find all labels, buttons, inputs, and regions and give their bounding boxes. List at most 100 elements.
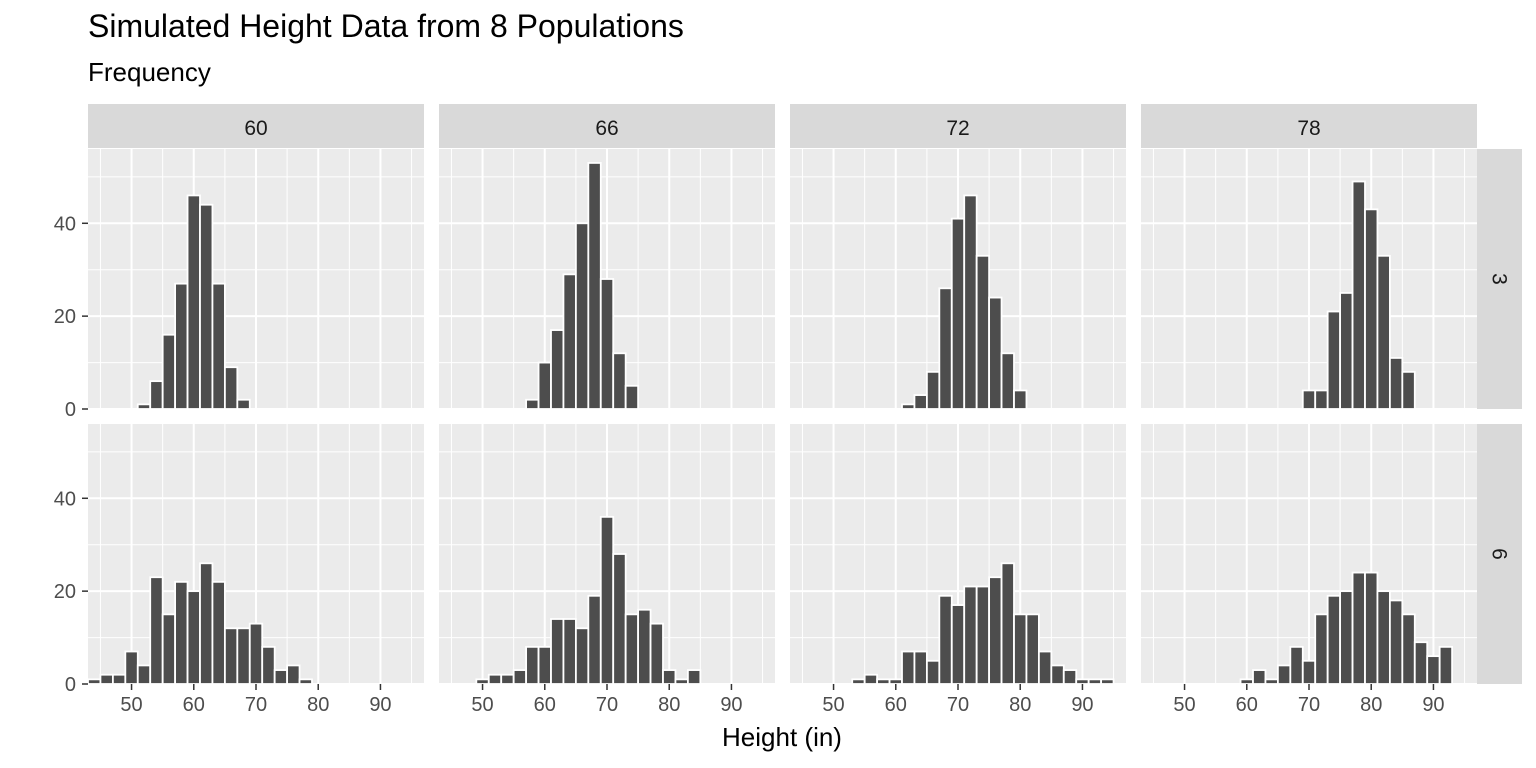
histogram-bar (1426, 655, 1441, 685)
histogram-bar (637, 608, 652, 685)
histogram-bar (925, 370, 941, 410)
histogram-bar (124, 650, 139, 685)
histogram-bar (938, 594, 953, 685)
histogram-bar (186, 194, 201, 410)
histogram-bar (174, 580, 189, 685)
x-tick-label: 90 (1422, 694, 1444, 716)
histogram-bar (1326, 310, 1342, 410)
histogram-bar (913, 394, 928, 410)
y-tick-label: 0 (65, 674, 76, 696)
x-tick-label: 70 (1298, 694, 1320, 716)
histogram-bar (1364, 571, 1379, 685)
histogram-bar (99, 673, 114, 685)
histogram-bar (236, 627, 251, 685)
chart-title: Simulated Height Data from 8 Populations (88, 8, 684, 44)
x-axis-label: Height (in) (722, 722, 842, 752)
histogram-bar (298, 678, 313, 685)
x-tick-label: 60 (534, 694, 556, 716)
x-tick-label: 90 (720, 694, 742, 716)
histogram-bar (236, 398, 251, 410)
x-tick-label: 90 (369, 694, 391, 716)
histogram-bar (475, 678, 490, 685)
histogram-bar (525, 645, 540, 685)
x-tick-label: 80 (307, 694, 329, 716)
facet-strip-label-6: 6 (1488, 548, 1511, 560)
histogram-bar (186, 590, 201, 685)
histogram-bar (863, 673, 879, 685)
histogram-bar (649, 622, 664, 685)
histogram-bar (537, 645, 552, 685)
histogram-bar (574, 222, 590, 410)
histogram-bar (1376, 254, 1391, 410)
histogram-bar (1351, 180, 1366, 410)
histogram-bar (211, 580, 226, 685)
histogram-bar (1264, 678, 1279, 685)
histogram-bar (1376, 590, 1391, 685)
histogram-bar (1401, 613, 1416, 685)
histogram-bar (574, 627, 590, 685)
histogram-bar (161, 613, 177, 685)
histogram-bar (975, 585, 991, 685)
facet-strip-top-60 (88, 104, 424, 148)
histogram-bar (550, 618, 565, 685)
x-tick-label: 50 (822, 694, 844, 716)
y-tick-label: 40 (54, 488, 76, 510)
y-tick-label: 20 (54, 306, 76, 328)
histogram-bar (111, 673, 127, 685)
histogram-bar (500, 673, 515, 685)
histogram-bar (512, 669, 528, 685)
histogram-bar (149, 380, 164, 410)
histogram-bar (1314, 389, 1329, 410)
histogram-bar (286, 664, 301, 685)
facet-strip-label-78: 78 (1297, 117, 1320, 140)
y-tick-label: 20 (54, 581, 76, 603)
histogram-bar (1339, 590, 1354, 685)
histogram-bar (612, 553, 627, 685)
histogram-bar (562, 618, 577, 685)
histogram-bar (599, 278, 615, 410)
x-tick-label: 50 (1173, 694, 1195, 716)
histogram-bar (624, 384, 640, 410)
histogram-bar (223, 627, 239, 685)
histogram-bar (901, 403, 916, 410)
histogram-bar (612, 352, 627, 410)
histogram-bar (273, 669, 289, 685)
histogram-bar (1438, 645, 1454, 685)
histogram-bar (599, 515, 615, 685)
histogram-bar (851, 678, 866, 685)
histogram-bar (963, 194, 978, 410)
histogram-bar (1013, 613, 1028, 685)
x-tick-label: 60 (885, 694, 907, 716)
facet-strip-right-3 (1477, 149, 1522, 409)
histogram-bar (925, 659, 941, 685)
histogram-bar (1050, 664, 1065, 685)
histogram-bar (1413, 641, 1429, 685)
histogram-bar (624, 613, 640, 685)
facet-strip-label-3: 3 (1488, 273, 1511, 285)
histogram-bar (1000, 562, 1015, 685)
histogram-bar (674, 678, 689, 685)
facet-strip-label-60: 60 (244, 117, 267, 140)
histogram-bar (1326, 594, 1342, 685)
x-tick-label: 60 (1236, 694, 1258, 716)
histogram-bar (1388, 357, 1404, 410)
chart-subtitle: Frequency (88, 57, 211, 87)
histogram-bar (1339, 292, 1354, 410)
histogram-bar (1276, 664, 1292, 685)
histogram-bar (136, 664, 152, 685)
histogram-bar (963, 585, 978, 685)
histogram-bar (149, 576, 164, 685)
histogram-bar (988, 576, 1003, 685)
histogram-bar (950, 604, 966, 685)
histogram-bar (87, 678, 102, 685)
histogram-bar (1062, 669, 1078, 685)
histogram-bar (1087, 678, 1103, 685)
histogram-bar (1252, 669, 1267, 685)
x-tick-label: 80 (1360, 694, 1382, 716)
histogram-bar (211, 282, 226, 410)
histogram-bar (550, 329, 565, 410)
histogram-bar (1100, 678, 1115, 685)
histogram-bar (1314, 613, 1329, 685)
histogram-bar (1301, 659, 1317, 685)
